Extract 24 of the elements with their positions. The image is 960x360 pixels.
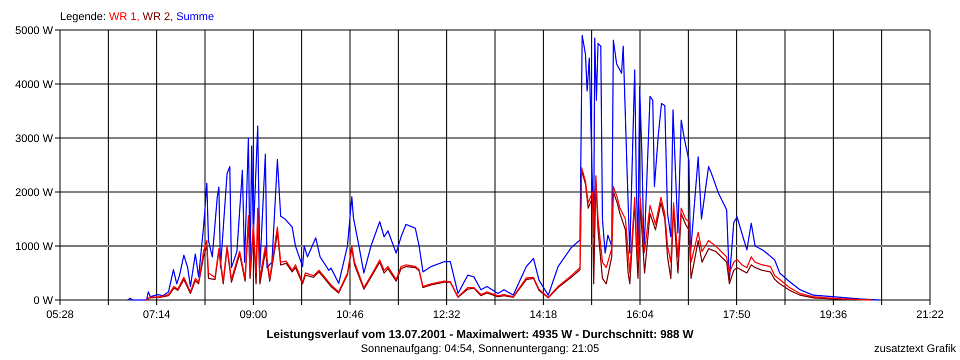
- x-tick-label: 09:00: [240, 309, 268, 321]
- y-tick-label: 0 W: [33, 295, 54, 307]
- x-tick-label: 17:50: [722, 309, 750, 321]
- y-tick-label: 2000 W: [15, 187, 54, 199]
- x-tick-label: 10:46: [336, 309, 364, 321]
- x-tick-label: 07:14: [142, 309, 170, 321]
- legend-title: Legende:: [60, 11, 109, 23]
- x-tick-label: 19:36: [820, 309, 848, 321]
- x-tick-label: 05:28: [46, 309, 74, 321]
- x-tick-label: 21:22: [916, 309, 944, 321]
- x-tick-label: 14:18: [530, 309, 558, 321]
- x-tick-label: 16:04: [626, 309, 654, 321]
- y-tick-label: 3000 W: [15, 133, 54, 145]
- y-tick-label: 5000 W: [15, 25, 54, 37]
- x-tick-label: 12:32: [432, 309, 460, 321]
- y-tick-label: 4000 W: [15, 79, 54, 91]
- text: WR 2,: [142, 11, 176, 23]
- text: Summe: [176, 11, 214, 23]
- y-tick-label: 1000 W: [15, 241, 54, 253]
- text: zusatztext Grafik: [874, 343, 956, 355]
- text: WR 1,: [108, 11, 143, 23]
- line-series: [126, 34, 880, 301]
- text: Sonnenaufgang: 04:54, Sonnenuntergang: 21:05: [360, 343, 600, 355]
- text: Leistungsverlauf vom 13.07.2001 - Maximalwert: 4935 W - Durchschnitt: 988 W: [266, 329, 694, 341]
